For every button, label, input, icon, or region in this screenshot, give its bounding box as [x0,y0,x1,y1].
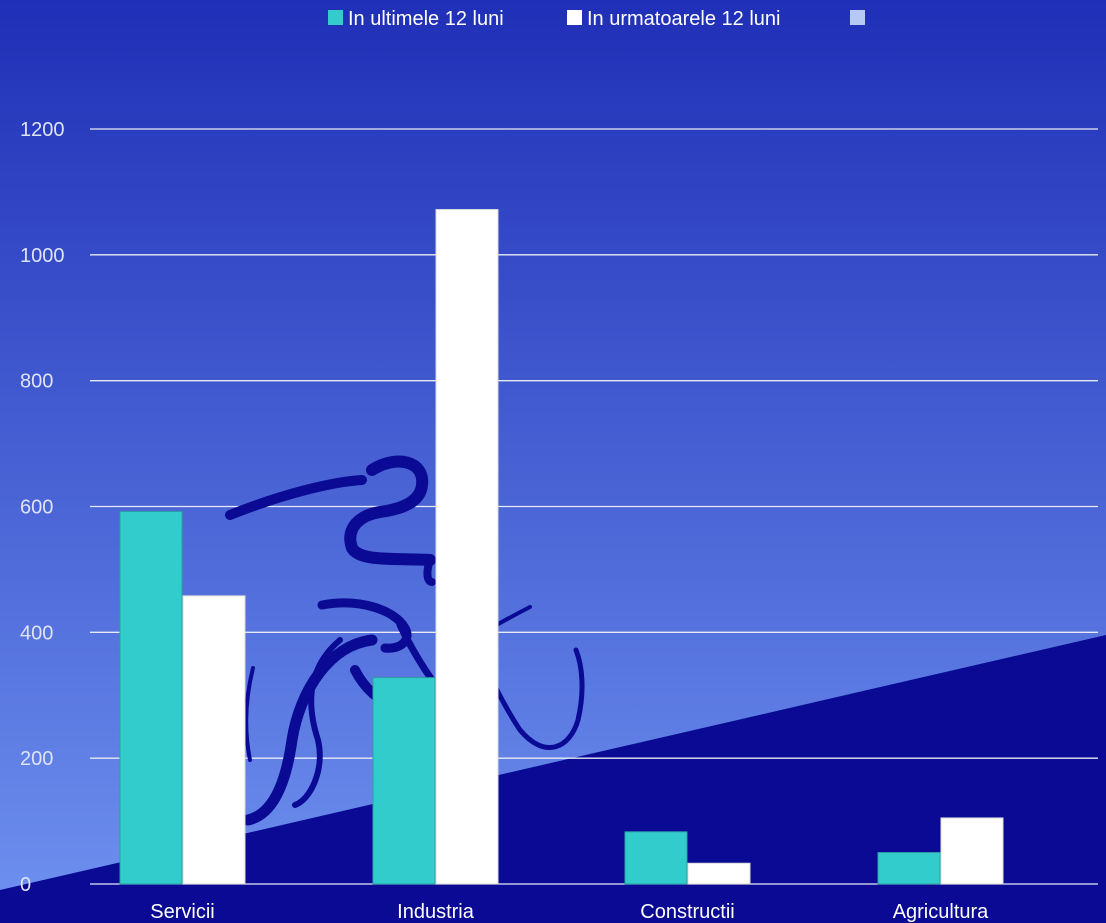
bar-agricultura-series-2 [940,817,1004,885]
x-category-label: Agricultura [893,901,989,923]
y-tick-label: 200 [20,748,53,770]
legend: In ultimele 12 luni In urmatoarele 12 lun… [328,8,865,30]
bar-constructii-series-2 [687,862,751,885]
bar-servicii-series-2 [182,595,246,885]
x-category-label: Servicii [150,901,214,923]
bars [119,209,1004,885]
x-axis-category-labels: Servicii Industria Constructii Agricultura [150,901,989,923]
bar-industria-series-2 [435,209,499,885]
y-axis-tick-labels: 0 200 400 600 800 1000 1200 [20,119,65,896]
bar-agricultura-series-1 [877,852,941,885]
legend-label: In ultimele 12 luni [348,8,504,30]
x-category-label: Constructii [640,901,734,923]
legend-swatch [850,10,865,25]
legend-swatch [328,10,343,25]
y-tick-label: 400 [20,622,53,644]
dark-diagonal-band [0,635,1106,923]
y-tick-label: 1000 [20,245,65,267]
bar-industria-series-1 [372,677,436,885]
legend-label: In urmatoarele 12 luni [587,8,780,30]
x-category-label: Industria [397,901,475,923]
y-tick-label: 800 [20,371,53,393]
bar-constructii-series-1 [624,831,688,885]
bar-servicii-series-1 [119,511,183,885]
y-tick-label: 0 [20,874,31,896]
legend-swatch [567,10,582,25]
y-tick-label: 600 [20,497,53,519]
y-tick-label: 1200 [20,119,65,141]
